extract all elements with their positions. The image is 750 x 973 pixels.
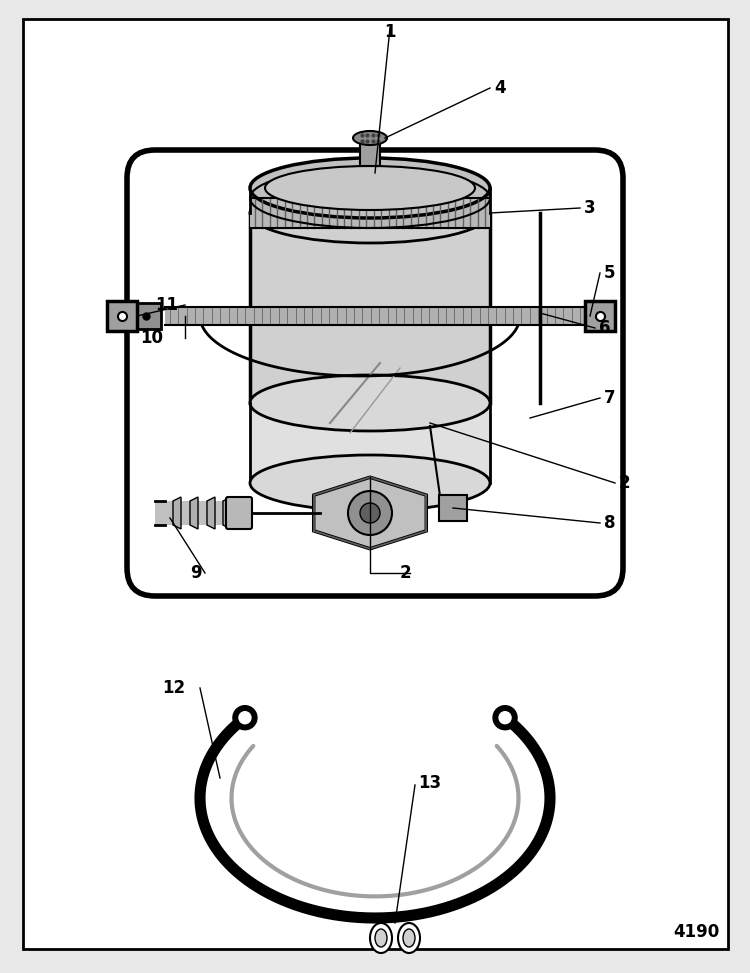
Bar [250, 403, 490, 483]
FancyBboxPatch shape [226, 497, 252, 529]
Ellipse shape [250, 455, 490, 511]
FancyBboxPatch shape [585, 301, 615, 331]
Bar [360, 138, 380, 166]
Circle shape [348, 491, 392, 535]
Bar [250, 198, 490, 228]
Ellipse shape [250, 158, 490, 218]
Ellipse shape [250, 375, 490, 431]
Text: 2: 2 [619, 474, 631, 492]
Polygon shape [314, 477, 426, 549]
Circle shape [360, 503, 380, 523]
Text: 9: 9 [190, 564, 202, 582]
Text: 13: 13 [418, 774, 441, 792]
Polygon shape [190, 497, 198, 529]
FancyBboxPatch shape [107, 301, 137, 331]
Text: 8: 8 [604, 514, 616, 532]
Ellipse shape [375, 929, 387, 947]
FancyBboxPatch shape [127, 150, 623, 596]
Circle shape [499, 711, 511, 724]
Polygon shape [223, 497, 231, 529]
Text: 11: 11 [155, 296, 178, 314]
FancyBboxPatch shape [131, 303, 161, 329]
Ellipse shape [353, 131, 387, 145]
Circle shape [493, 705, 517, 730]
Polygon shape [207, 497, 215, 529]
Bar [250, 188, 490, 213]
Text: 12: 12 [162, 679, 185, 697]
Text: 4190: 4190 [674, 923, 720, 941]
Ellipse shape [403, 929, 415, 947]
Text: 3: 3 [584, 199, 596, 217]
Text: 4: 4 [494, 79, 506, 97]
Text: 5: 5 [604, 264, 616, 282]
Text: 10: 10 [140, 329, 163, 347]
Text: 2: 2 [400, 564, 412, 582]
FancyBboxPatch shape [439, 495, 467, 521]
Polygon shape [173, 497, 181, 529]
Ellipse shape [265, 166, 475, 210]
Bar [250, 213, 490, 403]
Bar [165, 307, 585, 325]
Ellipse shape [370, 923, 392, 953]
Circle shape [233, 705, 257, 730]
Ellipse shape [250, 183, 490, 243]
Text: 6: 6 [599, 319, 610, 337]
Ellipse shape [398, 923, 420, 953]
Text: 1: 1 [384, 23, 396, 41]
Text: 7: 7 [604, 389, 616, 407]
Circle shape [239, 711, 251, 724]
Bar [155, 501, 250, 525]
